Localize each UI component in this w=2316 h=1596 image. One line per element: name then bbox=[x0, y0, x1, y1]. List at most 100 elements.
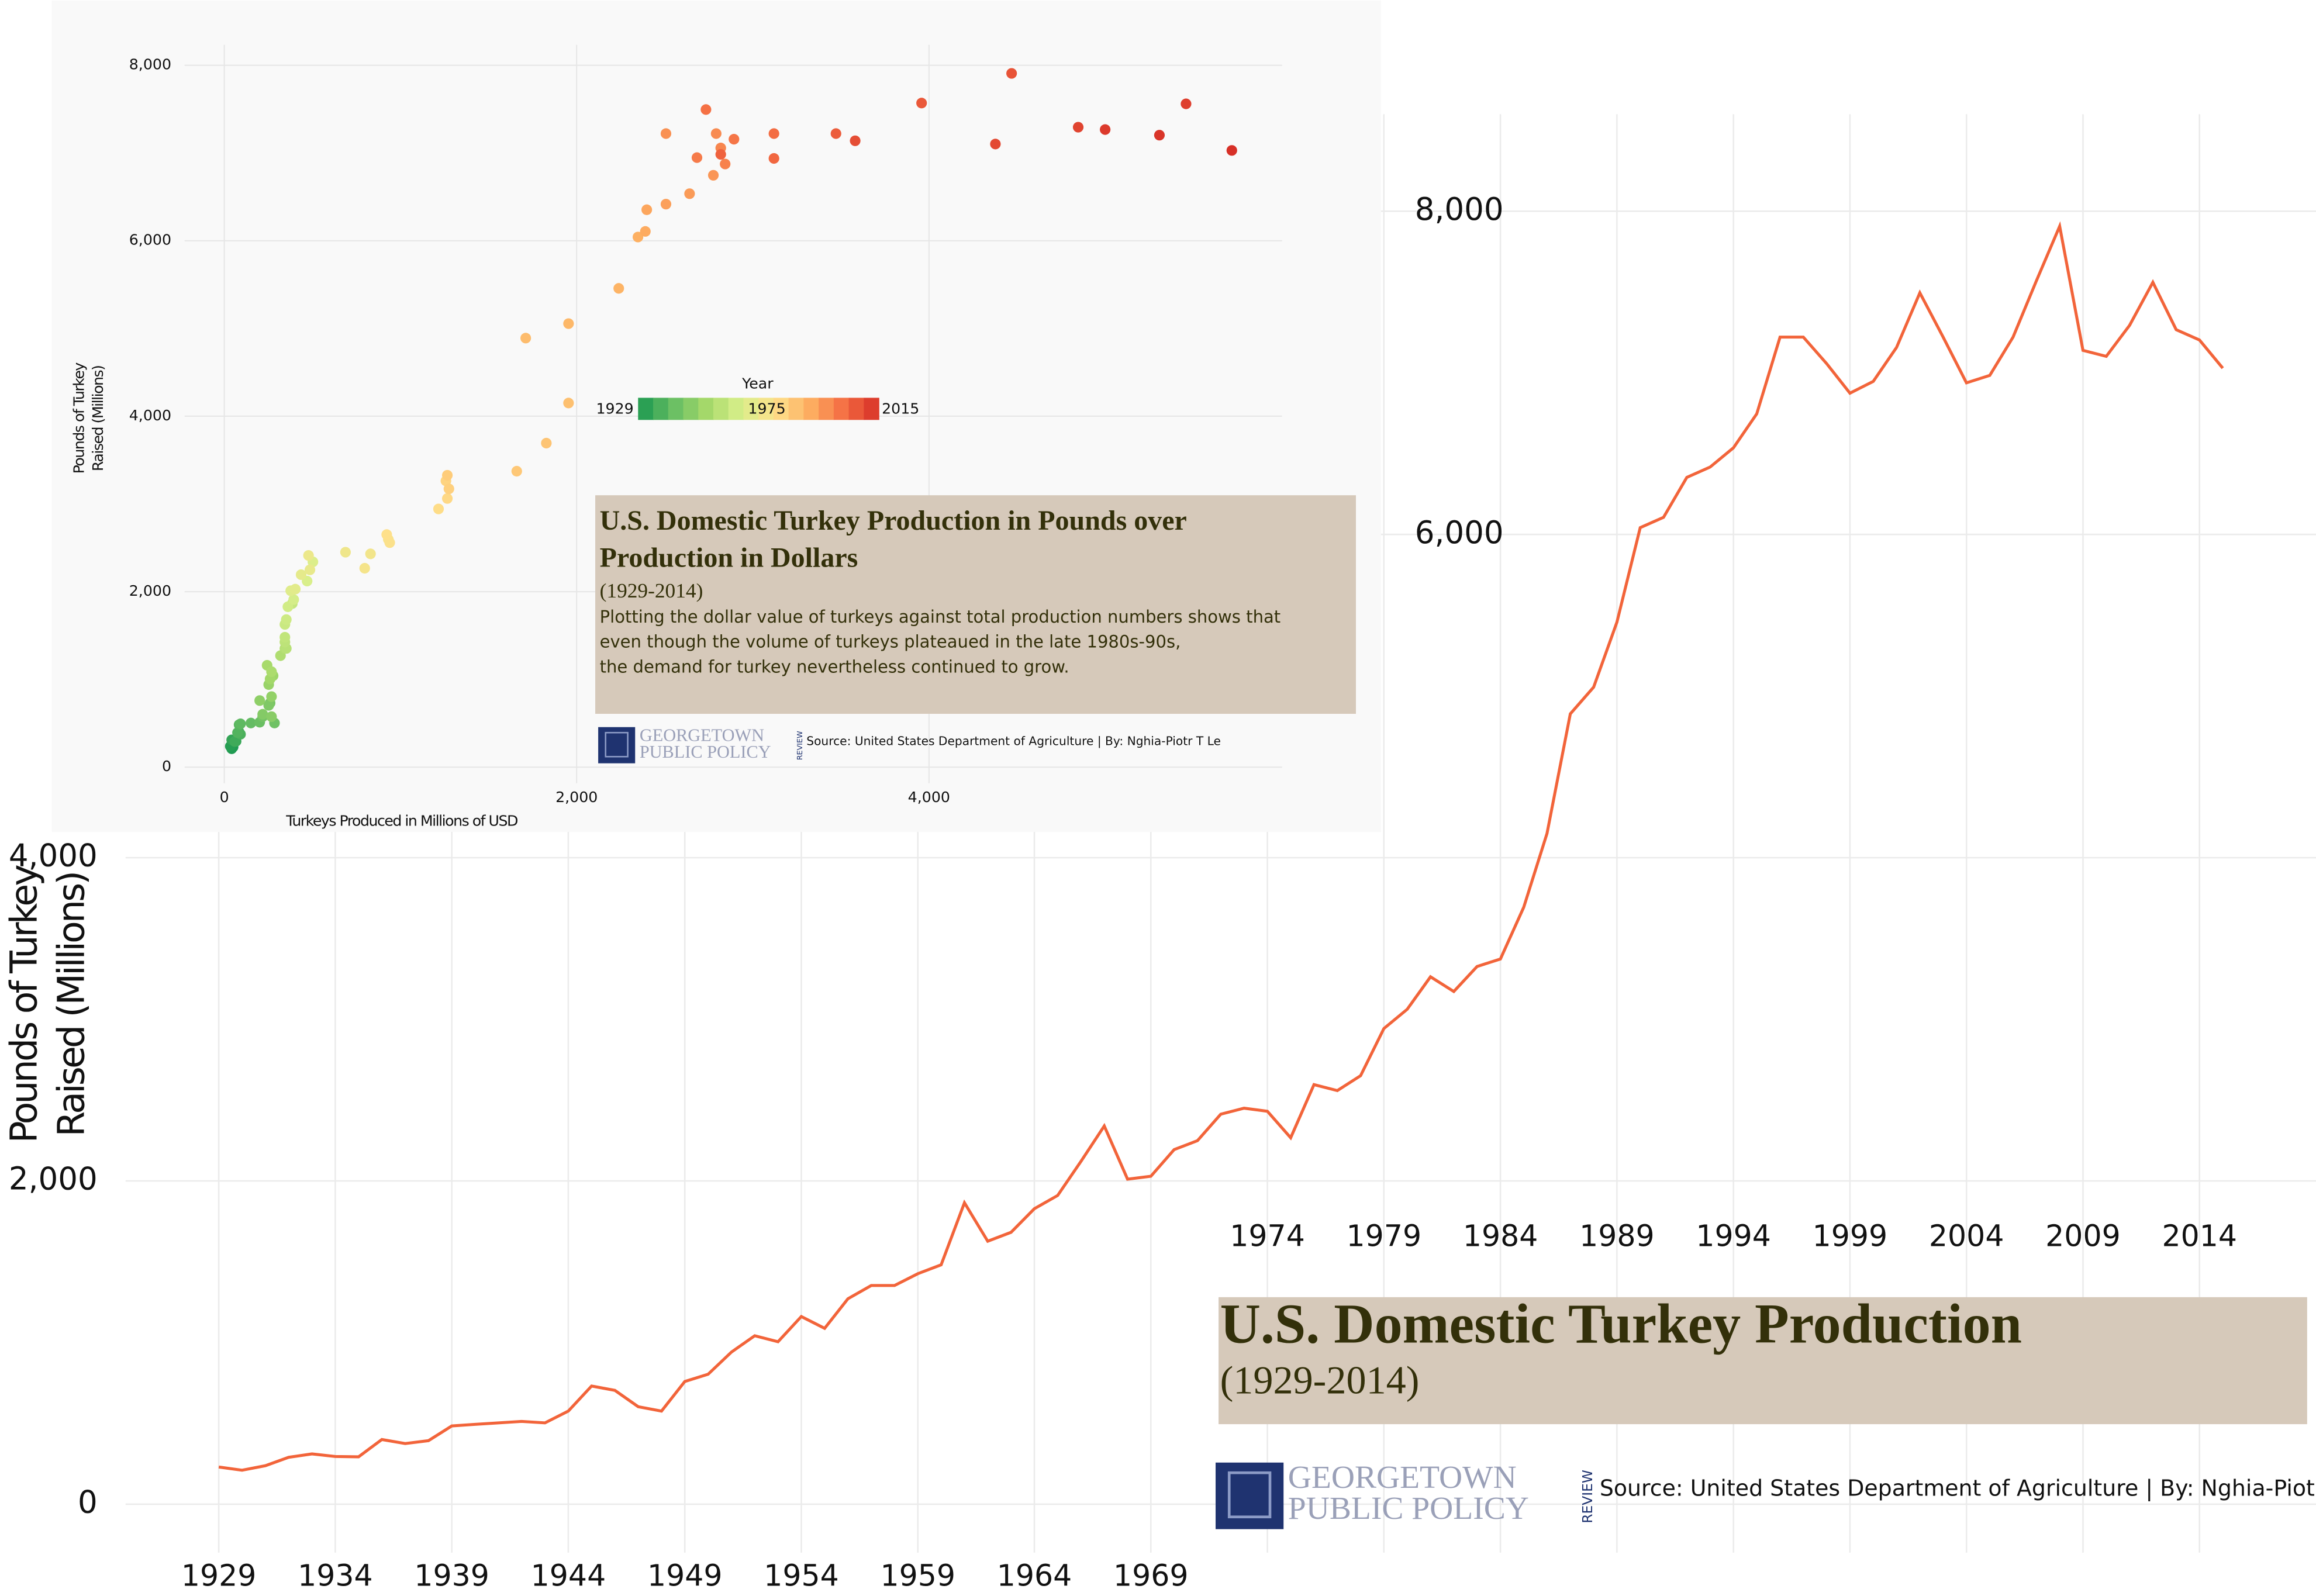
colorbar-swatch bbox=[728, 398, 744, 420]
scatter-point bbox=[254, 695, 265, 706]
chart-title-line: Production in Dollars bbox=[600, 542, 858, 573]
scatter-point bbox=[830, 128, 841, 139]
scatter-point bbox=[229, 736, 240, 747]
y-axis-label-line: Raised (Millions) bbox=[89, 365, 106, 471]
scatter-point bbox=[684, 188, 695, 199]
y-tick-label: 2,000 bbox=[9, 1161, 98, 1197]
scatter-point bbox=[563, 398, 574, 409]
scatter-point bbox=[266, 691, 277, 702]
data-line bbox=[218, 221, 2224, 1472]
x-tick-label: 2014 bbox=[2162, 1218, 2237, 1253]
colorbar-tick-label: 1975 bbox=[748, 400, 785, 417]
scatter-point bbox=[613, 283, 624, 294]
x-tick-label: 1994 bbox=[1696, 1218, 1771, 1253]
scatter-point bbox=[281, 614, 292, 625]
y-tick-label: 4,000 bbox=[129, 407, 171, 424]
y-tick-label: 0 bbox=[78, 1484, 98, 1521]
chart-subtitle: (1929-2014) bbox=[1220, 1358, 1420, 1402]
logo-text: GEORGETOWN bbox=[640, 725, 764, 745]
colorbar-swatch bbox=[773, 398, 789, 420]
source-note: Source: United States Department of Agri… bbox=[806, 734, 1221, 748]
scatter-point bbox=[720, 158, 731, 170]
colorbar-swatch bbox=[788, 398, 805, 420]
x-tick-label: 1944 bbox=[531, 1558, 606, 1592]
scatter-point bbox=[1154, 130, 1165, 141]
title-box bbox=[1219, 1297, 2307, 1425]
scatter-point bbox=[520, 333, 531, 344]
colorbar-swatch bbox=[833, 398, 850, 420]
colorbar-swatch bbox=[864, 398, 879, 420]
chart-subtitle: (1929-2014) bbox=[600, 579, 703, 602]
scatter-point bbox=[700, 104, 712, 115]
x-tick-label: 1999 bbox=[1813, 1218, 1888, 1253]
scatter-point bbox=[715, 148, 726, 160]
logo-text: PUBLIC POLICY bbox=[1288, 1490, 1529, 1526]
scatter-point bbox=[1006, 68, 1017, 79]
description-line: Plotting the dollar value of turkeys aga… bbox=[600, 607, 1281, 627]
scatter-point bbox=[266, 666, 277, 678]
y-tick-label: 2,000 bbox=[129, 582, 171, 599]
scatter-point bbox=[916, 98, 927, 109]
scatter-point bbox=[232, 727, 243, 738]
y-axis-label: Pounds of Turkey Raised (Millions) bbox=[70, 362, 106, 474]
x-tick-label: 1964 bbox=[997, 1558, 1072, 1592]
scatter-point bbox=[990, 139, 1001, 150]
colorbar-tick-label: 1929 bbox=[596, 400, 633, 417]
y-tick-label: 8,000 bbox=[1415, 191, 1504, 227]
title-box bbox=[595, 495, 1357, 714]
x-tick-label: 2,000 bbox=[555, 789, 598, 806]
colorbar-swatch bbox=[848, 398, 865, 420]
x-tick-label: 1954 bbox=[764, 1558, 839, 1592]
scatter-point bbox=[729, 134, 740, 145]
scatter-point bbox=[279, 631, 291, 643]
description-line: even though the volume of turkeys platea… bbox=[600, 632, 1181, 652]
scatter-point bbox=[295, 569, 307, 581]
scatter-point bbox=[768, 153, 779, 164]
y-tick-label: 4,000 bbox=[9, 838, 98, 874]
y-axis-label-line: Pounds of Turkey bbox=[70, 362, 87, 474]
scatter-point bbox=[441, 469, 453, 481]
logo-emblem-detail bbox=[605, 731, 629, 758]
y-tick-label: 6,000 bbox=[129, 232, 171, 248]
chart-title-line: U.S. Domestic Turkey Production in Pound… bbox=[600, 505, 1187, 536]
scatter-point bbox=[691, 152, 703, 163]
scatter-point bbox=[660, 128, 672, 139]
y-axis-label-line: Raised (Millions) bbox=[49, 873, 92, 1137]
colorbar-swatch bbox=[743, 398, 759, 420]
scatter-point bbox=[707, 170, 719, 181]
scatter-point bbox=[303, 550, 314, 561]
y-tick-label: 6,000 bbox=[1415, 514, 1504, 551]
scatter-point bbox=[384, 537, 395, 548]
scatter-point bbox=[289, 583, 301, 595]
colorbar-swatch bbox=[803, 398, 819, 420]
scatter-point bbox=[365, 548, 376, 559]
scatter-point bbox=[257, 709, 268, 720]
scatter-point bbox=[632, 232, 644, 243]
x-tick-label: 1934 bbox=[298, 1558, 373, 1592]
scatter-point bbox=[381, 529, 392, 540]
scatter-point bbox=[660, 199, 672, 210]
x-tick-label: 0 bbox=[220, 789, 229, 806]
logo-text: GEORGETOWN bbox=[1288, 1459, 1517, 1495]
colorbar-swatch bbox=[713, 398, 729, 420]
scatter-point bbox=[1181, 98, 1192, 109]
scatter-point bbox=[433, 503, 444, 514]
scatter-point bbox=[266, 711, 277, 722]
x-tick-label: 1969 bbox=[1113, 1558, 1189, 1592]
scatter-point bbox=[563, 318, 574, 329]
scatter-point bbox=[768, 128, 779, 139]
logo-text: PUBLIC POLICY bbox=[640, 742, 771, 762]
x-tick-label: 1984 bbox=[1463, 1218, 1538, 1253]
colorbar-swatch bbox=[653, 398, 669, 420]
scatter-point bbox=[640, 226, 651, 237]
x-axis-label: Turkeys Produced in Millions of USD bbox=[285, 812, 517, 829]
x-tick-label: 1959 bbox=[880, 1558, 955, 1592]
x-tick-label: 1989 bbox=[1579, 1218, 1655, 1253]
scatter-point bbox=[1100, 124, 1111, 135]
x-tick-label: 2009 bbox=[2045, 1218, 2121, 1253]
scatter-point bbox=[541, 437, 552, 449]
logo-text-vertical: REVIEW bbox=[1579, 1470, 1596, 1524]
scatter-point bbox=[235, 718, 246, 730]
scatter-point bbox=[710, 128, 722, 139]
